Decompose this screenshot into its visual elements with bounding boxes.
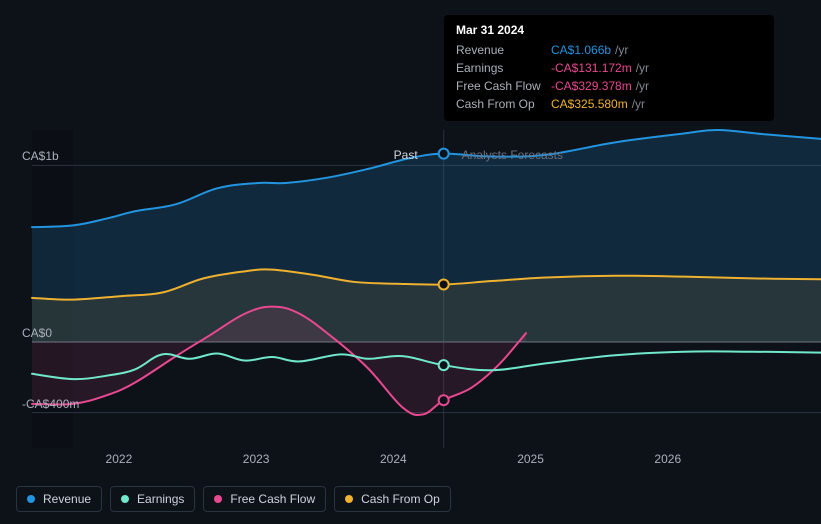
legend-label: Revenue [43, 492, 91, 506]
y-tick-label: -CA$400m [22, 397, 79, 411]
tooltip-metric-unit: /yr [632, 95, 645, 113]
y-tick-label: CA$1b [22, 149, 59, 163]
tooltip-metric-label: Earnings [456, 59, 551, 77]
past-label: Past [394, 148, 418, 162]
legend-item-earnings[interactable]: Earnings [110, 486, 195, 512]
legend-label: Cash From Op [361, 492, 440, 506]
tooltip-row: RevenueCA$1.066b/yr [456, 41, 762, 59]
x-tick-label: 2022 [106, 452, 133, 466]
chart-tooltip: Mar 31 2024 RevenueCA$1.066b/yrEarnings-… [444, 15, 774, 121]
tooltip-metric-unit: /yr [636, 77, 649, 95]
tooltip-row: Earnings-CA$131.172m/yr [456, 59, 762, 77]
legend-item-revenue[interactable]: Revenue [16, 486, 102, 512]
x-tick-label: 2024 [380, 452, 407, 466]
legend-dot [121, 495, 129, 503]
tooltip-date: Mar 31 2024 [456, 23, 762, 37]
tooltip-metric-value: -CA$329.378m [551, 77, 632, 95]
legend-dot [27, 495, 35, 503]
tooltip-metric-value: CA$325.580m [551, 95, 628, 113]
legend-dot [345, 495, 353, 503]
tooltip-row: Free Cash Flow-CA$329.378m/yr [456, 77, 762, 95]
forecast-label: Analysts Forecasts [462, 148, 563, 162]
x-tick-label: 2023 [243, 452, 270, 466]
tooltip-row: Cash From OpCA$325.580m/yr [456, 95, 762, 113]
tooltip-metric-value: -CA$131.172m [551, 59, 632, 77]
legend-item-cash-from-op[interactable]: Cash From Op [334, 486, 451, 512]
y-tick-label: CA$0 [22, 326, 52, 340]
legend-label: Earnings [137, 492, 184, 506]
legend-item-free-cash-flow[interactable]: Free Cash Flow [203, 486, 326, 512]
tooltip-metric-label: Cash From Op [456, 95, 551, 113]
x-tick-label: 2026 [654, 452, 681, 466]
tooltip-metric-label: Revenue [456, 41, 551, 59]
tooltip-metric-unit: /yr [636, 59, 649, 77]
chart-legend: Revenue Earnings Free Cash Flow Cash From O… [16, 486, 451, 512]
tooltip-metric-unit: /yr [615, 41, 628, 59]
legend-dot [214, 495, 222, 503]
tooltip-metric-label: Free Cash Flow [456, 77, 551, 95]
x-tick-label: 2025 [517, 452, 544, 466]
legend-label: Free Cash Flow [230, 492, 315, 506]
tooltip-metric-value: CA$1.066b [551, 41, 611, 59]
